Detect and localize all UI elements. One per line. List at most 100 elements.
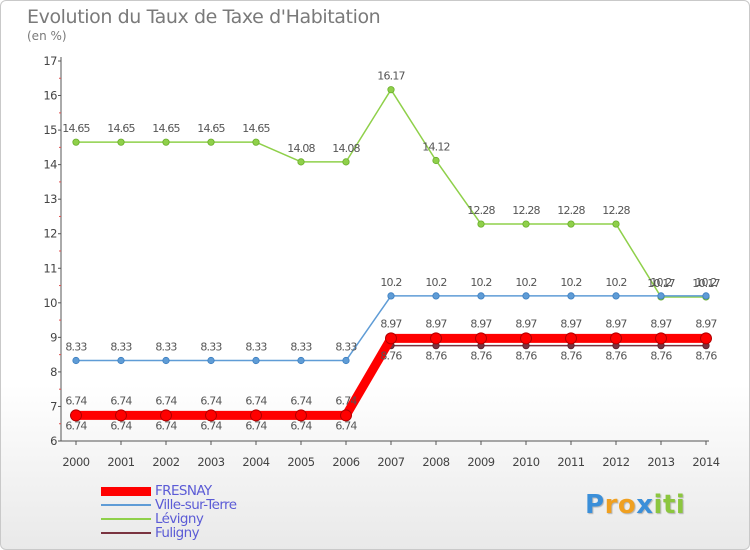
data-point-fresnay xyxy=(566,333,577,344)
data-label-levigny: 14.08 xyxy=(332,142,360,155)
data-label-levigny: 12.28 xyxy=(557,204,585,217)
data-label-fuligny: 6.74 xyxy=(155,419,177,432)
x-tick-label: 2000 xyxy=(62,455,89,469)
data-point-fresnay xyxy=(431,333,442,344)
y-tick-label: 15 xyxy=(43,123,57,137)
data-label-fresnay: 6.74 xyxy=(200,394,222,407)
data-label-levigny: 12.28 xyxy=(602,204,630,217)
x-tick-label: 2014 xyxy=(692,455,719,469)
data-point-fresnay xyxy=(386,333,397,344)
logo-letter: i xyxy=(676,490,685,520)
data-point-levigny xyxy=(208,139,214,145)
x-tick-label: 2002 xyxy=(152,455,179,469)
data-label-levigny: 16.17 xyxy=(377,70,405,83)
data-point-levigny xyxy=(523,221,529,227)
data-point-ville-sur-terre xyxy=(703,293,709,299)
logo-letter: t xyxy=(663,490,676,520)
data-point-ville-sur-terre xyxy=(253,357,259,363)
x-tick-label: 2005 xyxy=(287,455,314,469)
x-tick-label: 2008 xyxy=(422,455,449,469)
data-label-fuligny: 8.76 xyxy=(560,350,582,363)
data-label-ville-sur-terre: 8.33 xyxy=(155,341,177,354)
data-label-levigny: 12.28 xyxy=(467,204,495,217)
data-label-fresnay: 8.97 xyxy=(470,317,492,330)
data-point-ville-sur-terre xyxy=(478,293,484,299)
data-label-fresnay: 8.97 xyxy=(425,317,447,330)
data-point-ville-sur-terre xyxy=(298,357,304,363)
data-label-fresnay: 6.74 xyxy=(155,394,177,407)
data-label-fuligny: 8.76 xyxy=(515,350,537,363)
data-point-levigny xyxy=(253,139,259,145)
data-point-fresnay xyxy=(611,333,622,344)
data-label-fresnay: 6.74 xyxy=(290,394,312,407)
data-label-levigny: 14.65 xyxy=(197,122,225,135)
data-label-levigny: 14.65 xyxy=(242,122,270,135)
data-label-fresnay: 8.97 xyxy=(605,317,627,330)
data-label-ville-sur-terre: 8.33 xyxy=(65,341,87,354)
data-point-levigny xyxy=(568,221,574,227)
data-label-ville-sur-terre: 10.2 xyxy=(380,276,401,289)
data-label-fuligny: 8.76 xyxy=(425,350,447,363)
data-label-fuligny: 6.74 xyxy=(110,419,132,432)
data-point-fresnay xyxy=(521,333,532,344)
data-label-ville-sur-terre: 10.2 xyxy=(470,276,491,289)
data-label-ville-sur-terre: 8.33 xyxy=(110,341,132,354)
data-label-fresnay: 8.97 xyxy=(695,317,717,330)
y-tick-label: 14 xyxy=(43,158,57,172)
data-point-levigny xyxy=(433,157,439,163)
x-tick-label: 2012 xyxy=(602,455,629,469)
data-point-ville-sur-terre xyxy=(433,293,439,299)
data-label-fresnay: 8.97 xyxy=(560,317,582,330)
data-point-levigny xyxy=(163,139,169,145)
data-point-levigny xyxy=(388,86,394,92)
data-point-ville-sur-terre xyxy=(163,357,169,363)
data-label-fuligny: 6.74 xyxy=(290,419,312,432)
data-label-fresnay: 8.97 xyxy=(650,317,672,330)
data-label-ville-sur-terre: 8.33 xyxy=(335,341,357,354)
y-tick-label: 16 xyxy=(43,89,57,103)
legend-swatch-levigny xyxy=(101,518,151,520)
data-point-fresnay xyxy=(476,333,487,344)
data-point-ville-sur-terre xyxy=(343,357,349,363)
data-label-fresnay: 8.97 xyxy=(380,317,402,330)
legend-label-fuligny: Fuligny xyxy=(155,525,199,541)
data-point-ville-sur-terre xyxy=(523,293,529,299)
data-point-levigny xyxy=(298,159,304,165)
data-label-fuligny: 6.74 xyxy=(335,419,357,432)
data-label-fuligny: 6.74 xyxy=(65,419,87,432)
data-label-fuligny: 6.74 xyxy=(245,419,267,432)
logo-letter: r xyxy=(605,490,618,520)
x-tick-label: 2011 xyxy=(557,455,584,469)
data-point-ville-sur-terre xyxy=(208,357,214,363)
data-label-ville-sur-terre: 10.2 xyxy=(515,276,536,289)
data-label-fresnay: 6.74 xyxy=(335,394,357,407)
data-point-ville-sur-terre xyxy=(568,293,574,299)
logo-letter: x xyxy=(636,490,653,520)
data-label-fresnay: 6.74 xyxy=(110,394,132,407)
legend-swatch-fresnay xyxy=(101,487,151,496)
data-point-ville-sur-terre xyxy=(118,357,124,363)
data-label-fresnay: 8.97 xyxy=(515,317,537,330)
data-label-levigny: 14.65 xyxy=(62,122,90,135)
data-point-ville-sur-terre xyxy=(73,357,79,363)
logo-letter: i xyxy=(654,490,663,520)
data-label-fuligny: 8.76 xyxy=(605,350,627,363)
data-label-ville-sur-terre: 10.2 xyxy=(560,276,581,289)
data-point-levigny xyxy=(73,139,79,145)
x-tick-label: 2004 xyxy=(242,455,269,469)
y-tick-label: 7 xyxy=(50,399,57,413)
x-tick-label: 2010 xyxy=(512,455,539,469)
data-point-fresnay xyxy=(656,333,667,344)
legend-swatch-ville-sur-terre xyxy=(101,504,151,506)
data-point-ville-sur-terre xyxy=(388,293,394,299)
data-point-levigny xyxy=(613,221,619,227)
y-tick-label: 10 xyxy=(43,296,57,310)
x-tick-label: 2001 xyxy=(107,455,134,469)
data-label-levigny: 14.08 xyxy=(287,142,315,155)
data-label-fuligny: 8.76 xyxy=(695,350,717,363)
data-label-levigny: 14.12 xyxy=(422,140,450,153)
y-tick-label: 11 xyxy=(43,261,57,275)
data-label-levigny: 12.28 xyxy=(512,204,540,217)
y-tick-label: 12 xyxy=(43,227,57,241)
x-tick-label: 2009 xyxy=(467,455,494,469)
